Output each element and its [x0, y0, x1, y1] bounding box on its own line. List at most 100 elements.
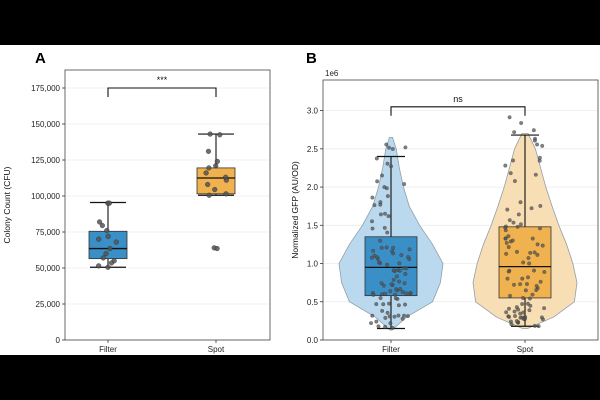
- data-point: [527, 261, 532, 266]
- data-point: [370, 219, 374, 224]
- panel-label-B: B: [306, 50, 317, 67]
- data-point: [526, 275, 530, 280]
- data-point: [507, 115, 512, 120]
- data-point: [508, 293, 512, 298]
- data-point: [212, 186, 218, 193]
- data-point: [391, 277, 396, 282]
- data-point: [542, 270, 547, 274]
- data-point: [518, 222, 523, 227]
- data-point: [205, 148, 212, 154]
- data-point: [538, 203, 543, 208]
- data-point: [532, 323, 537, 328]
- data-point: [103, 251, 109, 257]
- data-point: [504, 310, 509, 315]
- data-point: [516, 212, 521, 217]
- data-point: [105, 264, 111, 270]
- data-point: [379, 281, 384, 286]
- data-point: [531, 128, 536, 133]
- data-point: [383, 324, 388, 329]
- significance-bracket: [107, 87, 217, 97]
- data-point: [391, 245, 396, 250]
- data-point: [389, 164, 394, 169]
- data-point: [518, 315, 523, 320]
- data-point: [396, 303, 401, 308]
- data-point: [393, 296, 398, 301]
- data-point: [206, 192, 212, 198]
- y-tick-label: 0.5: [307, 298, 319, 307]
- data-point: [511, 220, 516, 225]
- data-point: [376, 324, 381, 329]
- y-tick-label: 0: [56, 336, 61, 345]
- data-point: [99, 222, 105, 229]
- data-point: [512, 282, 516, 287]
- data-point: [369, 255, 374, 260]
- data-point: [396, 313, 401, 318]
- data-point: [203, 170, 209, 176]
- data-point: [213, 163, 219, 169]
- axes-frame: [64, 69, 271, 341]
- data-point: [406, 255, 411, 259]
- data-point: [96, 263, 102, 269]
- significance-label: ***: [157, 75, 168, 85]
- data-point: [506, 269, 511, 274]
- data-point: [223, 177, 229, 183]
- data-point: [403, 145, 408, 150]
- y-tick-label: 1.0: [307, 260, 319, 269]
- data-point: [385, 194, 390, 199]
- data-point: [519, 121, 524, 125]
- data-point: [521, 295, 525, 300]
- y-tick-label: 2.0: [307, 183, 319, 192]
- data-point: [372, 253, 377, 258]
- data-point: [389, 282, 394, 287]
- data-point: [387, 314, 392, 319]
- x-tick-label: Filter: [99, 345, 117, 354]
- data-point: [107, 245, 113, 252]
- data-point: [374, 319, 379, 324]
- data-point: [529, 206, 534, 211]
- data-point: [521, 260, 526, 265]
- chart-canvas: A 0 25,000 50,000 75,000 100,000 125,000 150,00…: [2, 50, 599, 354]
- data-point: [394, 274, 399, 279]
- data-point: [527, 308, 532, 313]
- axes-frame: [322, 79, 599, 341]
- data-point: [402, 281, 407, 286]
- data-point: [530, 236, 535, 241]
- data-point: [385, 262, 390, 267]
- data-point: [381, 283, 386, 288]
- data-point: [534, 288, 539, 293]
- data-point: [511, 158, 516, 163]
- data-point: [514, 319, 519, 324]
- data-point: [512, 179, 517, 184]
- data-point: [390, 325, 395, 330]
- data-point: [535, 142, 540, 147]
- data-point: [542, 306, 547, 311]
- data-point: [522, 316, 527, 321]
- data-point: [105, 233, 111, 239]
- data-point: [403, 302, 407, 307]
- data-point: [378, 212, 383, 217]
- data-point: [506, 245, 511, 250]
- data-point: [505, 276, 510, 281]
- data-point: [385, 161, 390, 166]
- data-point: [382, 185, 387, 190]
- data-point: [378, 200, 383, 205]
- data-point: [507, 306, 511, 311]
- data-point: [407, 247, 412, 252]
- y-tick-label: 150,000: [31, 120, 60, 129]
- data-point: [407, 291, 412, 296]
- data-point: [402, 182, 407, 187]
- data-point: [113, 239, 119, 245]
- data-point: [386, 214, 391, 219]
- data-point: [390, 147, 395, 151]
- data-point: [503, 163, 508, 168]
- data-point: [100, 255, 106, 261]
- data-point: [370, 313, 375, 318]
- y-axis-label: Normalized GFP (AU/OD): [290, 161, 300, 259]
- y-tick-label: 1.5: [307, 221, 319, 230]
- data-point: [504, 251, 509, 256]
- data-point: [388, 289, 393, 294]
- data-point: [393, 292, 397, 297]
- panel-label-A: A: [35, 50, 46, 67]
- data-point: [394, 287, 399, 292]
- data-point: [388, 321, 393, 326]
